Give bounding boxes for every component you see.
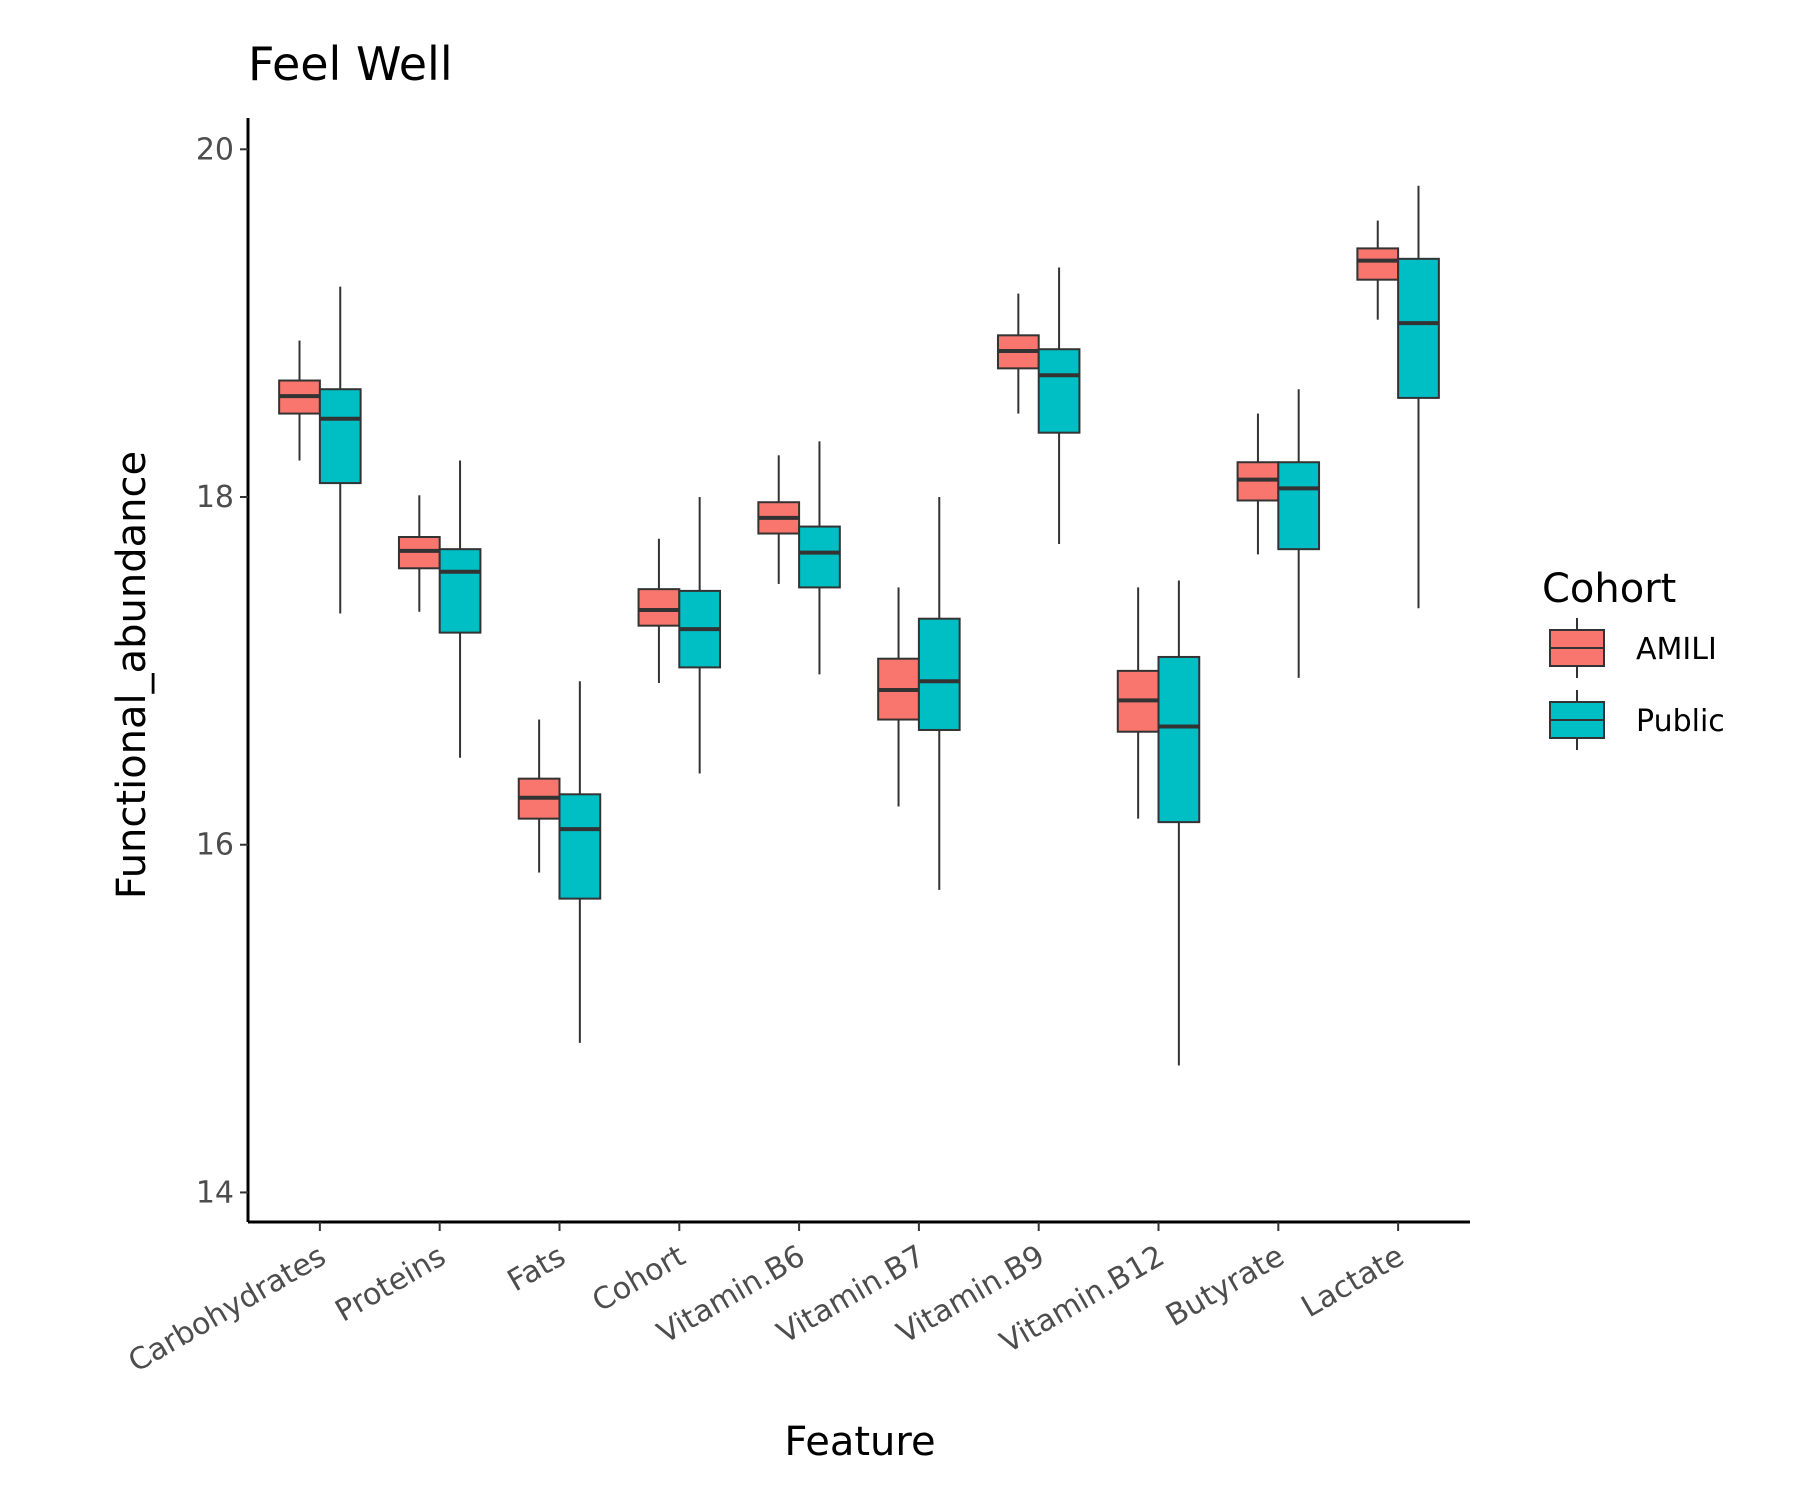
box-body <box>318 388 362 485</box>
legend-label: Public <box>1636 704 1725 739</box>
box-body <box>1397 257 1440 399</box>
box-amili-proteins <box>397 495 441 612</box>
legend-item-amili: AMILI <box>1549 618 1717 678</box>
box-public-butyrate <box>1277 389 1321 678</box>
x-axis-title: Feature <box>784 1419 935 1465</box>
plot-area <box>278 185 1440 1066</box>
box-public-carbohydrates <box>318 286 362 614</box>
box-public-fats <box>558 681 602 1043</box>
legend: Cohort AMILI Public <box>1542 566 1725 750</box>
legend-label: AMILI <box>1636 632 1717 667</box>
box-public-lactate <box>1397 185 1440 609</box>
y-tick-label: 20 <box>196 132 234 167</box>
box-body <box>637 588 681 627</box>
y-tick-label: 14 <box>196 1175 234 1210</box>
box-public-cohort <box>678 497 722 774</box>
x-tick-label: Proteins <box>330 1239 452 1330</box>
box-body <box>1037 348 1081 434</box>
box-public-vitamin-b12 <box>1157 580 1201 1066</box>
box-public-vitamin-b7 <box>917 497 961 890</box>
box-public-vitamin-b6 <box>798 441 841 675</box>
box-body <box>917 617 961 731</box>
box-body <box>1157 655 1201 824</box>
x-tick-label: Carbohydrates <box>123 1239 332 1380</box>
chart-title: Feel Well <box>248 37 453 91</box>
y-tick-label: 18 <box>196 480 234 515</box>
box-amili-lactate <box>1356 220 1400 320</box>
box-body <box>438 548 482 634</box>
box-amili-fats <box>517 719 561 873</box>
y-axis-title: Functional_abundance <box>109 451 155 899</box>
box-body <box>1356 247 1400 281</box>
x-tick-label: Lactate <box>1296 1239 1410 1325</box>
box-amili-vitamin-b7 <box>877 587 920 807</box>
box-body <box>1277 461 1321 551</box>
y-tick-label: 16 <box>196 828 234 863</box>
box-amili-vitamin-b6 <box>757 455 801 584</box>
box-body <box>558 793 602 900</box>
legend-title: Cohort <box>1542 566 1676 612</box>
x-tick-label: Butyrate <box>1160 1239 1290 1334</box>
legend-item-public: Public <box>1549 690 1725 750</box>
y-axis: 14 16 18 20 <box>196 118 250 1222</box>
box-amili-vitamin-b12 <box>1116 587 1160 819</box>
box-public-vitamin-b9 <box>1037 267 1081 544</box>
box-amili-vitamin-b9 <box>996 293 1040 414</box>
box-public-proteins <box>438 460 482 758</box>
x-tick-label: Fats <box>502 1239 572 1299</box>
box-amili-cohort <box>637 538 681 684</box>
box-amili-carbohydrates <box>278 340 321 461</box>
box-body <box>798 525 841 589</box>
box-amili-butyrate <box>1236 413 1280 555</box>
